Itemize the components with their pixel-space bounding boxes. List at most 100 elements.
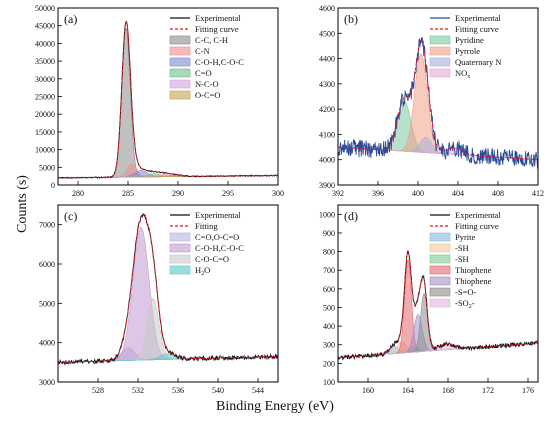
legend-swatch	[429, 276, 451, 286]
legend-label: Fitting curve	[455, 221, 499, 231]
legend-label: Fitting curve	[195, 24, 239, 34]
legend-swatch	[169, 68, 191, 78]
y-tick-label: 100	[323, 378, 335, 387]
panel-a: 280 285 290 295 300 0 5000 10000 15000 20000 25000…	[35, 4, 284, 198]
experimental-line	[58, 213, 278, 366]
y-tick-label: 400	[323, 322, 335, 331]
x-tick-label: 176	[522, 386, 534, 395]
y-tick-label: 4400	[319, 55, 335, 64]
y-tick-label: 900	[323, 229, 335, 238]
x-tick-label: 544	[252, 386, 264, 395]
legend-label: C-O-H,C-O-C	[195, 57, 244, 67]
legend-label: Pyridine	[455, 35, 484, 45]
legend-label: Experimental	[455, 210, 501, 220]
y-tick-label: 45000	[35, 22, 55, 31]
plot-area	[58, 20, 278, 180]
y-tick-label: 4100	[319, 130, 335, 139]
legend-label: C=O	[195, 68, 212, 78]
panel-label: (c)	[64, 209, 77, 223]
y-tick-label: 7000	[39, 221, 55, 230]
x-tick-label: 285	[122, 189, 134, 198]
panel-c: 528 532 536 540 544 3000 4000 5000 6000 7000 (c) Ex…	[39, 204, 279, 395]
plot-frame	[337, 7, 539, 186]
fitting-curve	[338, 249, 538, 359]
legend-swatch	[169, 232, 191, 242]
plot-frame	[57, 7, 279, 186]
panel-d: 160 164 168 172 176 100 200 300 400 500 600 700 800 9…	[319, 204, 539, 395]
legend-label: Experimental	[195, 210, 241, 220]
legend-swatch	[169, 243, 191, 253]
fitting-curve	[58, 214, 278, 363]
legend-swatch	[169, 35, 191, 45]
x-tick-label: 536	[172, 386, 184, 395]
y-tick-label: 700	[323, 266, 335, 275]
legend-label: Fitting curve	[455, 24, 499, 34]
y-tick-label: 5000	[39, 163, 55, 172]
y-tick-label: 300	[323, 341, 335, 350]
plot-area	[338, 249, 538, 361]
y-tick-label: 1000	[319, 210, 335, 219]
legend-swatch	[429, 254, 451, 264]
panel-b: 392 396 400 404 408 412 3900 4000 4100 4200 4300 44…	[319, 4, 544, 198]
y-tick-label: 25000	[35, 93, 55, 102]
legend-swatch	[429, 57, 451, 67]
legend-label: Thiophene	[455, 265, 492, 275]
y-tick-label: 6000	[39, 260, 55, 269]
panel-label: (d)	[344, 209, 358, 223]
x-tick-label: 172	[482, 386, 494, 395]
legend-label: Experimental	[455, 13, 501, 23]
y-tick-label: 500	[323, 303, 335, 312]
fitting-curve	[58, 20, 278, 179]
x-tick-label: 280	[72, 189, 84, 198]
legend-swatch	[429, 243, 451, 253]
y-tick-label: 0	[51, 181, 55, 190]
legend-label: C-O-H,C-O-C	[195, 243, 244, 253]
y-tick-label: 35000	[35, 57, 55, 66]
y-tick-label: 800	[323, 248, 335, 257]
legend-label: C=O,O-C=O	[195, 232, 239, 242]
x-tick-label: 400	[412, 189, 424, 198]
y-tick-label: 600	[323, 285, 335, 294]
x-tick-label: 168	[442, 386, 454, 395]
legend-label: C-O-C=O	[195, 254, 229, 264]
legend-swatch	[429, 232, 451, 242]
x-tick-label: 160	[362, 386, 374, 395]
x-tick-label: 408	[492, 189, 504, 198]
legend-swatch	[169, 57, 191, 67]
component-peak-6	[338, 342, 538, 359]
y-tick-label: 3000	[39, 378, 55, 387]
legend-label: Pyrrole	[455, 46, 480, 56]
legend-label: Experimental	[195, 13, 241, 23]
legend-label: O-C=O	[195, 90, 221, 100]
y-tick-label: 15000	[35, 128, 55, 137]
component-peak-5	[58, 174, 278, 179]
y-axis-title: Counts (s)	[15, 175, 30, 233]
x-tick-label: 290	[172, 189, 184, 198]
legend-swatch	[429, 68, 451, 78]
x-tick-label: 300	[272, 189, 284, 198]
y-tick-label: 30000	[35, 75, 55, 84]
y-tick-label: 10000	[35, 146, 55, 155]
x-tick-label: 164	[402, 386, 414, 395]
panel-label: (b)	[344, 12, 358, 26]
x-tick-label: 295	[222, 189, 234, 198]
component-peak-0	[58, 27, 278, 179]
legend-label: -S=O-	[455, 287, 476, 297]
y-tick-label: 4200	[319, 105, 335, 114]
legend-swatch	[429, 35, 451, 45]
y-tick-label: 4000	[319, 156, 335, 165]
y-tick-label: 20000	[35, 110, 55, 119]
legend-label: N-C-O	[195, 79, 219, 89]
plot-area	[58, 213, 278, 366]
x-tick-label: 528	[92, 386, 104, 395]
y-tick-label: 4000	[39, 339, 55, 348]
legend-label: -SH	[455, 254, 469, 264]
plot-frame	[337, 204, 539, 383]
x-tick-label: 392	[332, 189, 344, 198]
y-tick-label: 4300	[319, 80, 335, 89]
legend-label: C-C, C-H	[195, 35, 228, 45]
plot-frame	[57, 204, 279, 383]
